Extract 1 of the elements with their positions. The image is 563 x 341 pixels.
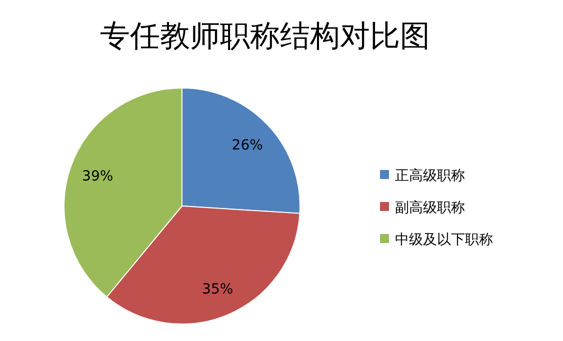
title: 专任教师职称结构对比图 (100, 19, 430, 54)
